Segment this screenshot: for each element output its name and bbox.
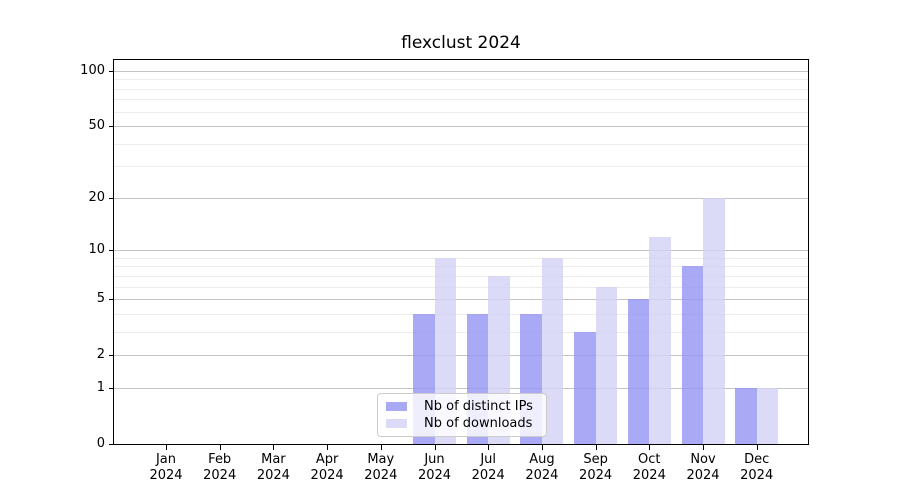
gridline-major [114, 299, 808, 301]
x-axis-tick [434, 445, 436, 450]
y-tick-label: 0 [96, 436, 105, 451]
x-axis-tick [649, 445, 651, 450]
gridline-minor [114, 79, 808, 81]
x-tick-label: Nov 2024 [686, 452, 720, 483]
gridline-minor [114, 331, 808, 333]
x-axis-tick [219, 445, 221, 450]
y-axis-tick [109, 299, 113, 301]
x-axis-tick [595, 445, 597, 450]
y-tick-label: 10 [88, 242, 105, 257]
x-tick-label: Jun 2024 [417, 452, 452, 483]
legend-item-downloads: Nb of downloads [386, 415, 538, 432]
bar-distinct-ips-oct [627, 299, 650, 444]
x-axis-tick [380, 445, 382, 450]
x-axis-tick [327, 445, 329, 450]
y-tick-label: 20 [88, 189, 105, 205]
bar-distinct-ips-dec [735, 387, 757, 444]
x-tick-label: Sep 2024 [579, 452, 613, 483]
x-tick-label: Jan 2024 [149, 452, 183, 483]
gridline-minor [114, 143, 808, 145]
gridline-minor [114, 266, 808, 268]
gridline-major [114, 387, 808, 389]
legend-label-downloads: Nb of downloads [424, 416, 533, 431]
bar-downloads-oct [649, 236, 671, 444]
x-tick-label: Aug 2024 [525, 452, 559, 483]
x-tick-label: Oct 2024 [632, 452, 666, 483]
chart-title: flexclust 2024 [401, 33, 521, 53]
gridline-major [114, 250, 808, 251]
gridline-minor [114, 111, 808, 113]
x-axis-tick [166, 445, 167, 450]
bar-distinct-ips-sep [574, 331, 596, 444]
gridline-minor [114, 257, 808, 259]
x-axis-tick [756, 445, 758, 450]
y-tick-label: 50 [88, 118, 105, 133]
y-axis-tick [109, 197, 113, 199]
y-axis-tick [109, 126, 113, 127]
legend-swatch-distinct-ips-icon [386, 402, 407, 411]
y-tick-label: 1 [96, 379, 105, 395]
x-axis-tick [703, 445, 704, 450]
gridline-major [114, 197, 808, 199]
legend-swatch-downloads-icon [386, 419, 407, 428]
bar-downloads-sep [595, 286, 618, 444]
gridline-major [114, 355, 808, 357]
gridline-minor [114, 88, 808, 90]
gridline-major [114, 70, 808, 72]
x-tick-label: Apr 2024 [310, 452, 344, 483]
legend-item-distinct-ips: Nb of distinct IPs [386, 398, 538, 415]
y-tick-label: 100 [80, 62, 105, 78]
bar-downloads-nov [703, 197, 725, 444]
x-tick-label: May 2024 [364, 452, 398, 483]
y-tick-label: 5 [96, 291, 105, 307]
x-tick-label: Jul 2024 [471, 452, 505, 483]
x-axis-tick [541, 445, 543, 450]
bar-distinct-ips-nov [681, 266, 703, 444]
y-axis-tick [109, 355, 113, 357]
x-tick-label: Mar 2024 [256, 452, 290, 483]
legend-label-distinct-ips: Nb of distinct IPs [424, 399, 533, 414]
gridline-minor [114, 286, 808, 288]
y-axis-tick [109, 250, 113, 251]
gridline-major [114, 126, 808, 127]
y-axis-tick [109, 387, 113, 389]
bar-downloads-dec [756, 387, 779, 444]
y-axis-tick [109, 70, 113, 72]
legend: Nb of distinct IPs Nb of downloads [377, 393, 547, 437]
y-axis-tick [109, 444, 113, 445]
bar-downloads-aug [541, 257, 564, 444]
gridline-minor [114, 313, 808, 315]
x-axis-tick [273, 445, 275, 450]
gridline-minor [114, 99, 808, 101]
gridline-minor [114, 275, 808, 277]
x-tick-label: Dec 2024 [740, 452, 774, 483]
y-tick-label: 2 [96, 347, 105, 363]
gridline-minor [114, 166, 808, 168]
x-tick-label: Feb 2024 [203, 452, 237, 483]
x-axis-tick [488, 445, 490, 450]
